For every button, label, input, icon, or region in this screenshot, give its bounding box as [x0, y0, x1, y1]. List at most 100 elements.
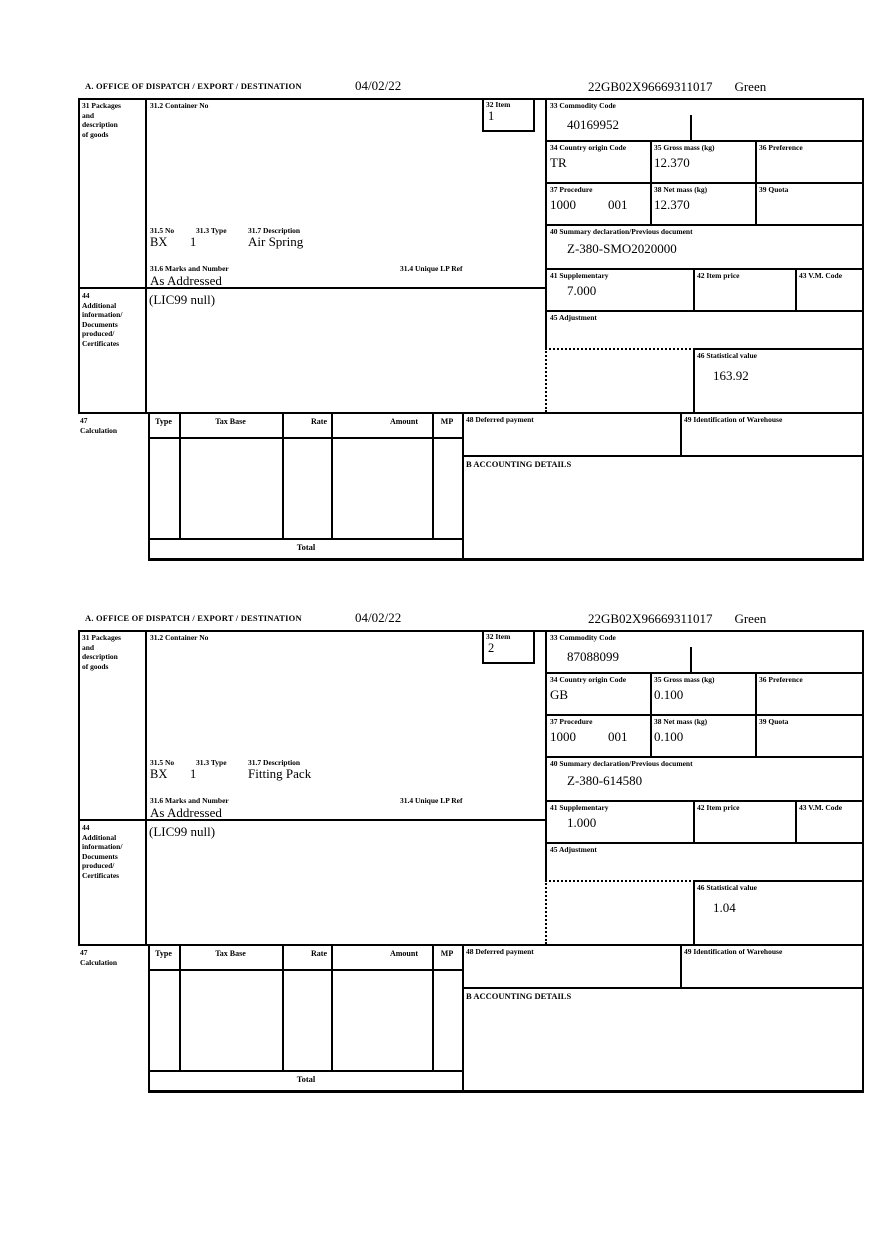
procedure-value: 1000	[550, 197, 576, 212]
calc-table-bottom-line	[148, 538, 464, 540]
box45-label: 45 Adjustment	[550, 313, 597, 322]
commodity-code-subfield-divider	[690, 115, 692, 141]
bottom-right-border	[862, 944, 864, 1090]
calc-header-rate: Rate	[311, 417, 327, 426]
box31-6-label: 31.6 Marks and Number	[150, 264, 229, 273]
calc-header-mp: MP	[440, 949, 454, 958]
row-line-39-40	[545, 224, 864, 226]
procedure-extra-value: 001	[608, 729, 628, 744]
reference-row: 22GB02X96669311017 Green	[588, 611, 766, 627]
box35-label: 35 Gross mass (kg)	[654, 143, 715, 152]
calc-table-left-border	[148, 412, 150, 558]
col-divider-34-35	[650, 672, 652, 756]
statistical-value: 1.04	[713, 900, 736, 915]
box44-label: 44 Additional information/ Documents pro…	[82, 291, 123, 348]
box48-49-divider	[680, 412, 682, 455]
col-divider-41-42	[693, 268, 695, 310]
box38-label: 38 Net mass (kg)	[654, 185, 708, 194]
supplementary-value: 1.000	[567, 815, 597, 830]
net-mass-value: 0.100	[654, 729, 684, 744]
calc-table-left-border	[148, 944, 150, 1090]
declaration-date: 04/02/22	[355, 78, 402, 93]
item-number-value: 1	[488, 109, 495, 123]
procedure-value: 1000	[550, 729, 576, 744]
declaration-date: 04/02/22	[355, 610, 402, 625]
box42-label: 42 Item price	[697, 803, 740, 812]
movement-reference-number: 22GB02X96669311017	[588, 611, 713, 626]
package-type-value: 1	[190, 235, 197, 249]
box48-label: 48 Deferred payment	[466, 415, 534, 424]
row-line-40-41	[545, 268, 864, 270]
additional-info-value: (LIC99 null)	[149, 292, 216, 307]
col-divider-35-36	[755, 140, 757, 224]
box31-7-label: 31.7 Description	[248, 758, 301, 767]
row-line-43-45	[545, 842, 864, 844]
box31-label: 31 Packages and description of goods	[82, 101, 121, 139]
box37-label: 37 Procedure	[550, 185, 593, 194]
calc-total-label: Total	[296, 1074, 316, 1084]
box46-label: 46 Statistical value	[697, 351, 757, 360]
row-line-40-41	[545, 800, 864, 802]
box32-label: 32 Item	[486, 100, 511, 109]
col-divider-35-36	[755, 672, 757, 756]
declaration-item-form: A. OFFICE OF DISPATCH / EXPORT / DESTINA…	[0, 78, 882, 562]
box36-label: 36 Preference	[759, 143, 803, 152]
calc-col-rate-divider	[331, 412, 333, 538]
calc-col-rate-divider	[331, 944, 333, 1070]
calc-table-right-border	[462, 412, 464, 558]
box46-left-border	[693, 348, 695, 412]
box44-label: 44 Additional information/ Documents pro…	[82, 823, 123, 880]
row-line-33-34	[545, 672, 864, 674]
movement-reference-number: 22GB02X96669311017	[588, 79, 713, 94]
calc-header-tax-base: Tax Base	[215, 949, 246, 958]
box48-49-divider	[680, 944, 682, 987]
summary-declaration-value: Z-380-614580	[567, 773, 643, 788]
box31-3-label: 31.3 Type	[196, 226, 227, 235]
box46-top-border	[693, 880, 864, 882]
box41-label: 41 Supplementary	[550, 271, 609, 280]
dotted-left-border	[545, 880, 547, 944]
calc-header-tax-base: Tax Base	[215, 417, 246, 426]
row-line-39-40	[545, 756, 864, 758]
box33-label: 33 Commodity Code	[550, 633, 616, 642]
box32-label: 32 Item	[486, 632, 511, 641]
calc-header-underline	[148, 969, 464, 971]
box31-4-label: 31.4 Unique LP Ref	[400, 796, 463, 805]
summary-declaration-value: Z-380-SMO2020000	[567, 241, 677, 256]
col-divider-34-35	[650, 140, 652, 224]
left-column-divider	[145, 630, 147, 944]
box40-label: 40 Summary declaration/Previous document	[550, 227, 693, 236]
country-origin-value: GB	[550, 687, 569, 702]
box47-label: 47 Calculation	[80, 948, 118, 967]
box49-label: 49 Identification of Warehouse	[684, 947, 783, 956]
calc-col-type-divider	[179, 412, 181, 538]
goods-description-value: Fitting Pack	[248, 766, 312, 781]
bottom-right-border	[862, 412, 864, 558]
box31-3-label: 31.3 Type	[196, 758, 227, 767]
commodity-code-value: 40169952	[567, 117, 619, 132]
dotted-top-border	[545, 880, 695, 882]
box31-5-label: 31.5 No	[150, 758, 175, 767]
row-line-43-45	[545, 310, 864, 312]
dotted-left-border	[545, 348, 547, 412]
calc-header-type: Type	[155, 417, 172, 426]
marks-numbers-value: As Addressed	[150, 805, 222, 820]
box34-label: 34 Country origin Code	[550, 675, 627, 684]
calc-col-amount-divider	[432, 412, 434, 538]
accounting-details-label: B ACCOUNTING DETAILS	[466, 459, 572, 469]
row-line-36-37	[545, 182, 864, 184]
box48-label: 48 Deferred payment	[466, 947, 534, 956]
box46-top-border	[693, 348, 864, 350]
box31-label: 31 Packages and description of goods	[82, 633, 121, 671]
left-column-divider	[145, 98, 147, 412]
box31-2-label: 31.2 Container No	[150, 633, 209, 642]
calc-table-bottom-line	[148, 1070, 464, 1072]
box39-label: 39 Quota	[759, 717, 789, 726]
box44-separator	[78, 287, 547, 289]
col-divider-42-43	[795, 800, 797, 842]
section-bottom-border	[148, 558, 864, 561]
box39-label: 39 Quota	[759, 185, 789, 194]
office-of-dispatch-heading: A. OFFICE OF DISPATCH / EXPORT / DESTINA…	[85, 81, 302, 91]
statistical-value: 163.92	[713, 368, 749, 383]
commodity-code-value: 87088099	[567, 649, 619, 664]
